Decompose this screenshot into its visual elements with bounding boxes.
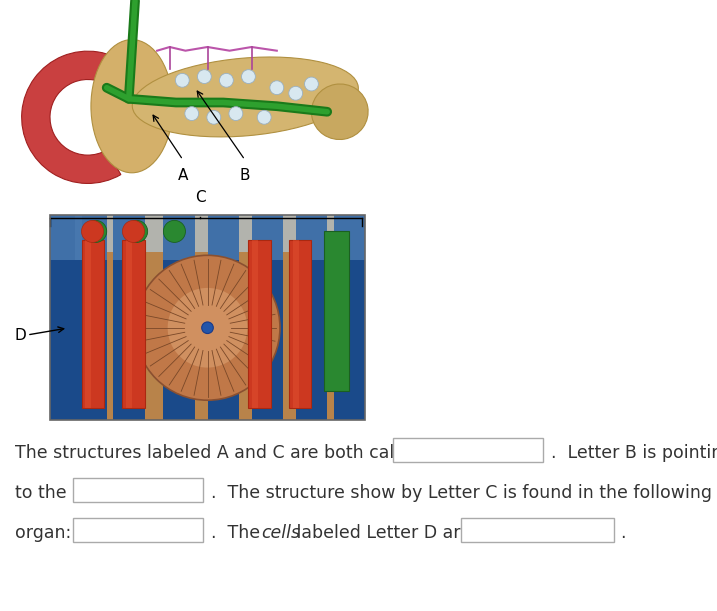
Circle shape [207, 111, 221, 124]
Text: B: B [239, 168, 250, 183]
Circle shape [125, 221, 148, 243]
Bar [207, 215, 239, 420]
Ellipse shape [132, 57, 358, 137]
Circle shape [85, 221, 107, 243]
Bar [293, 240, 299, 408]
Circle shape [289, 86, 303, 100]
Circle shape [135, 255, 280, 400]
Circle shape [305, 77, 318, 91]
Bar [333, 215, 365, 260]
Text: D: D [14, 327, 26, 343]
Bar [324, 232, 349, 391]
Text: .: . [620, 524, 625, 542]
Circle shape [176, 73, 189, 87]
Bar [207, 215, 239, 260]
Text: C: C [195, 190, 205, 205]
Circle shape [82, 221, 103, 243]
Circle shape [185, 107, 199, 120]
Circle shape [123, 221, 145, 243]
Circle shape [163, 221, 186, 243]
Bar [290, 240, 311, 408]
Bar [249, 240, 270, 408]
Circle shape [168, 288, 247, 368]
Bar [252, 215, 283, 420]
Bar [50, 10, 365, 195]
Text: A: A [178, 168, 188, 183]
Circle shape [201, 322, 213, 334]
Text: to the: to the [15, 484, 67, 502]
Circle shape [219, 73, 233, 87]
Bar [50, 215, 82, 420]
Bar [50, 215, 365, 420]
Text: .  The structure show by Letter C is found in the following: . The structure show by Letter C is foun… [211, 484, 712, 502]
Bar [73, 518, 203, 542]
Text: labeled Letter D are called: labeled Letter D are called [291, 524, 528, 542]
Bar [113, 215, 145, 260]
Bar [73, 478, 203, 502]
Bar [163, 215, 195, 420]
Text: .  Letter B is pointing: . Letter B is pointing [551, 444, 717, 462]
Bar [252, 215, 283, 260]
Bar [333, 215, 365, 420]
Circle shape [229, 107, 243, 120]
Text: The structures labeled A and C are both called: The structures labeled A and C are both … [15, 444, 421, 462]
Ellipse shape [91, 40, 173, 173]
Bar [75, 215, 107, 260]
Bar [295, 215, 327, 260]
Text: organ:: organ: [15, 524, 71, 542]
Circle shape [270, 81, 284, 95]
Circle shape [197, 70, 212, 84]
Bar [123, 240, 145, 408]
Wedge shape [22, 51, 130, 183]
Bar [82, 240, 103, 408]
Circle shape [257, 111, 271, 124]
Bar [85, 240, 91, 408]
Bar [50, 215, 82, 260]
Bar [461, 518, 614, 542]
Bar [50, 215, 365, 420]
Ellipse shape [311, 84, 368, 139]
Bar [125, 240, 132, 408]
Text: cells: cells [261, 524, 300, 542]
Circle shape [242, 70, 255, 84]
Bar [393, 438, 543, 462]
Bar [75, 215, 107, 420]
Bar [295, 215, 327, 420]
Bar [252, 240, 258, 408]
Bar [163, 215, 195, 260]
Bar [113, 215, 145, 420]
Text: .  The: . The [211, 524, 265, 542]
Bar [50, 215, 365, 252]
